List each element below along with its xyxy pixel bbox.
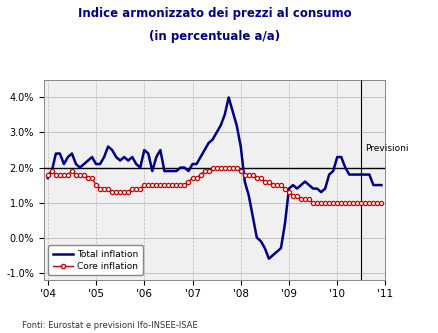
Text: Indice armonizzato dei prezzi al consumo: Indice armonizzato dei prezzi al consumo bbox=[78, 7, 351, 20]
Text: Fonti: Eurostat e previsioni Ifo-INSEE-ISAE: Fonti: Eurostat e previsioni Ifo-INSEE-I… bbox=[22, 321, 198, 330]
Text: (in percentuale a/a): (in percentuale a/a) bbox=[149, 30, 280, 43]
Text: Previsioni: Previsioni bbox=[365, 144, 409, 153]
Legend: Total inflation, Core inflation: Total inflation, Core inflation bbox=[48, 245, 143, 275]
